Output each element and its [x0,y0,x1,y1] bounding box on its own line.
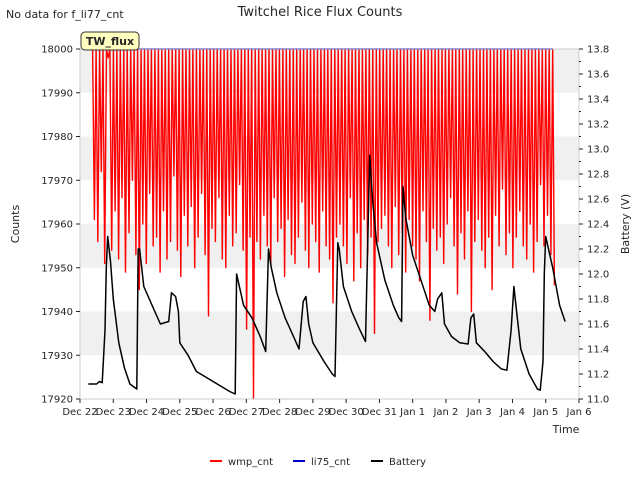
y2-tick-label: 13.0 [587,145,609,156]
y2-tick-label: 12.6 [587,195,609,206]
x-tick-label: Jan 4 [499,407,525,418]
x-tick-label: Dec 23 [96,407,131,418]
x-tick-label: Dec 29 [295,407,330,418]
x-tick-label: Jan 2 [432,407,458,418]
y2-tick-label: 13.6 [587,70,609,81]
y2-tick-label: 13.2 [587,120,609,131]
y2-tick-label: 12.2 [587,245,609,256]
no-data-note: No data for f_li77_cnt [6,8,124,21]
x-tick-label: Dec 22 [62,407,97,418]
x-tick-label: Jan 1 [399,407,425,418]
series-line-Battery [88,154,566,395]
chart-title: Twitchel Rice Flux Counts [237,5,403,20]
y-tick-label: 18000 [41,45,73,56]
grid-band [80,49,579,93]
grid-band [80,311,579,356]
y2-tick-label: 11.4 [587,345,609,356]
y-tick-label: 17940 [41,307,73,318]
y2-tick-label: 13.4 [587,95,609,106]
y2-tick-label: 13.8 [587,45,609,56]
x-tick-label: Dec 31 [362,407,397,418]
legend-label-Battery: Battery [389,457,426,468]
legend-label-li75-cnt: li75_cnt [311,457,350,468]
y2-tick-label: 11.0 [587,395,609,406]
y2-axis-label: Battery (V) [619,194,632,254]
x-tick-label: Dec 30 [329,407,364,418]
y-tick-label: 17930 [41,351,73,362]
x-tick-label: Jan 6 [566,407,592,418]
y-axis-left: 17920 17930 17940 17950 17960 17970 17980 17990… [41,45,80,406]
y-tick-label: 17980 [41,132,73,143]
legend: wmp_cnt li75_cnt Battery [210,457,426,468]
y-axis-right: 11.0 11.2 11.4 11.6 11.8 12.0 12.2 12.4 12.6 12.8… [579,45,609,406]
y-tick-label: 17990 [41,88,73,99]
x-axis-label: Time [552,423,580,436]
legend-label-wmp-cnt: wmp_cnt [228,457,273,468]
y2-tick-label: 11.6 [587,320,609,331]
site-badge-box [80,31,140,51]
x-tick-label: Jan 5 [532,407,558,418]
x-tick-label: Dec 24 [129,407,164,418]
x-tick-label: Jan 3 [466,407,492,418]
y-axis-label: Counts [9,205,22,244]
y2-tick-label: 11.8 [587,295,609,306]
x-tick-label: Dec 25 [162,407,197,418]
y2-tick-label: 11.2 [587,370,609,381]
y-tick-label: 17960 [41,220,73,231]
y-tick-label: 17950 [41,263,73,274]
site-badge-label: TW_flux [86,35,134,48]
x-tick-label: Dec 26 [195,407,230,418]
x-tick-label: Dec 28 [262,407,297,418]
y2-tick-label: 12.0 [587,270,609,281]
y-tick-label: 17970 [41,176,73,187]
site-badge: TW_flux [80,31,140,51]
x-tick-label: Dec 27 [229,407,264,418]
y2-tick-label: 12.8 [587,170,609,181]
y-tick-label: 17920 [41,395,73,406]
series-line-wmp-cnt [91,48,556,400]
y2-tick-label: 12.4 [587,220,609,231]
